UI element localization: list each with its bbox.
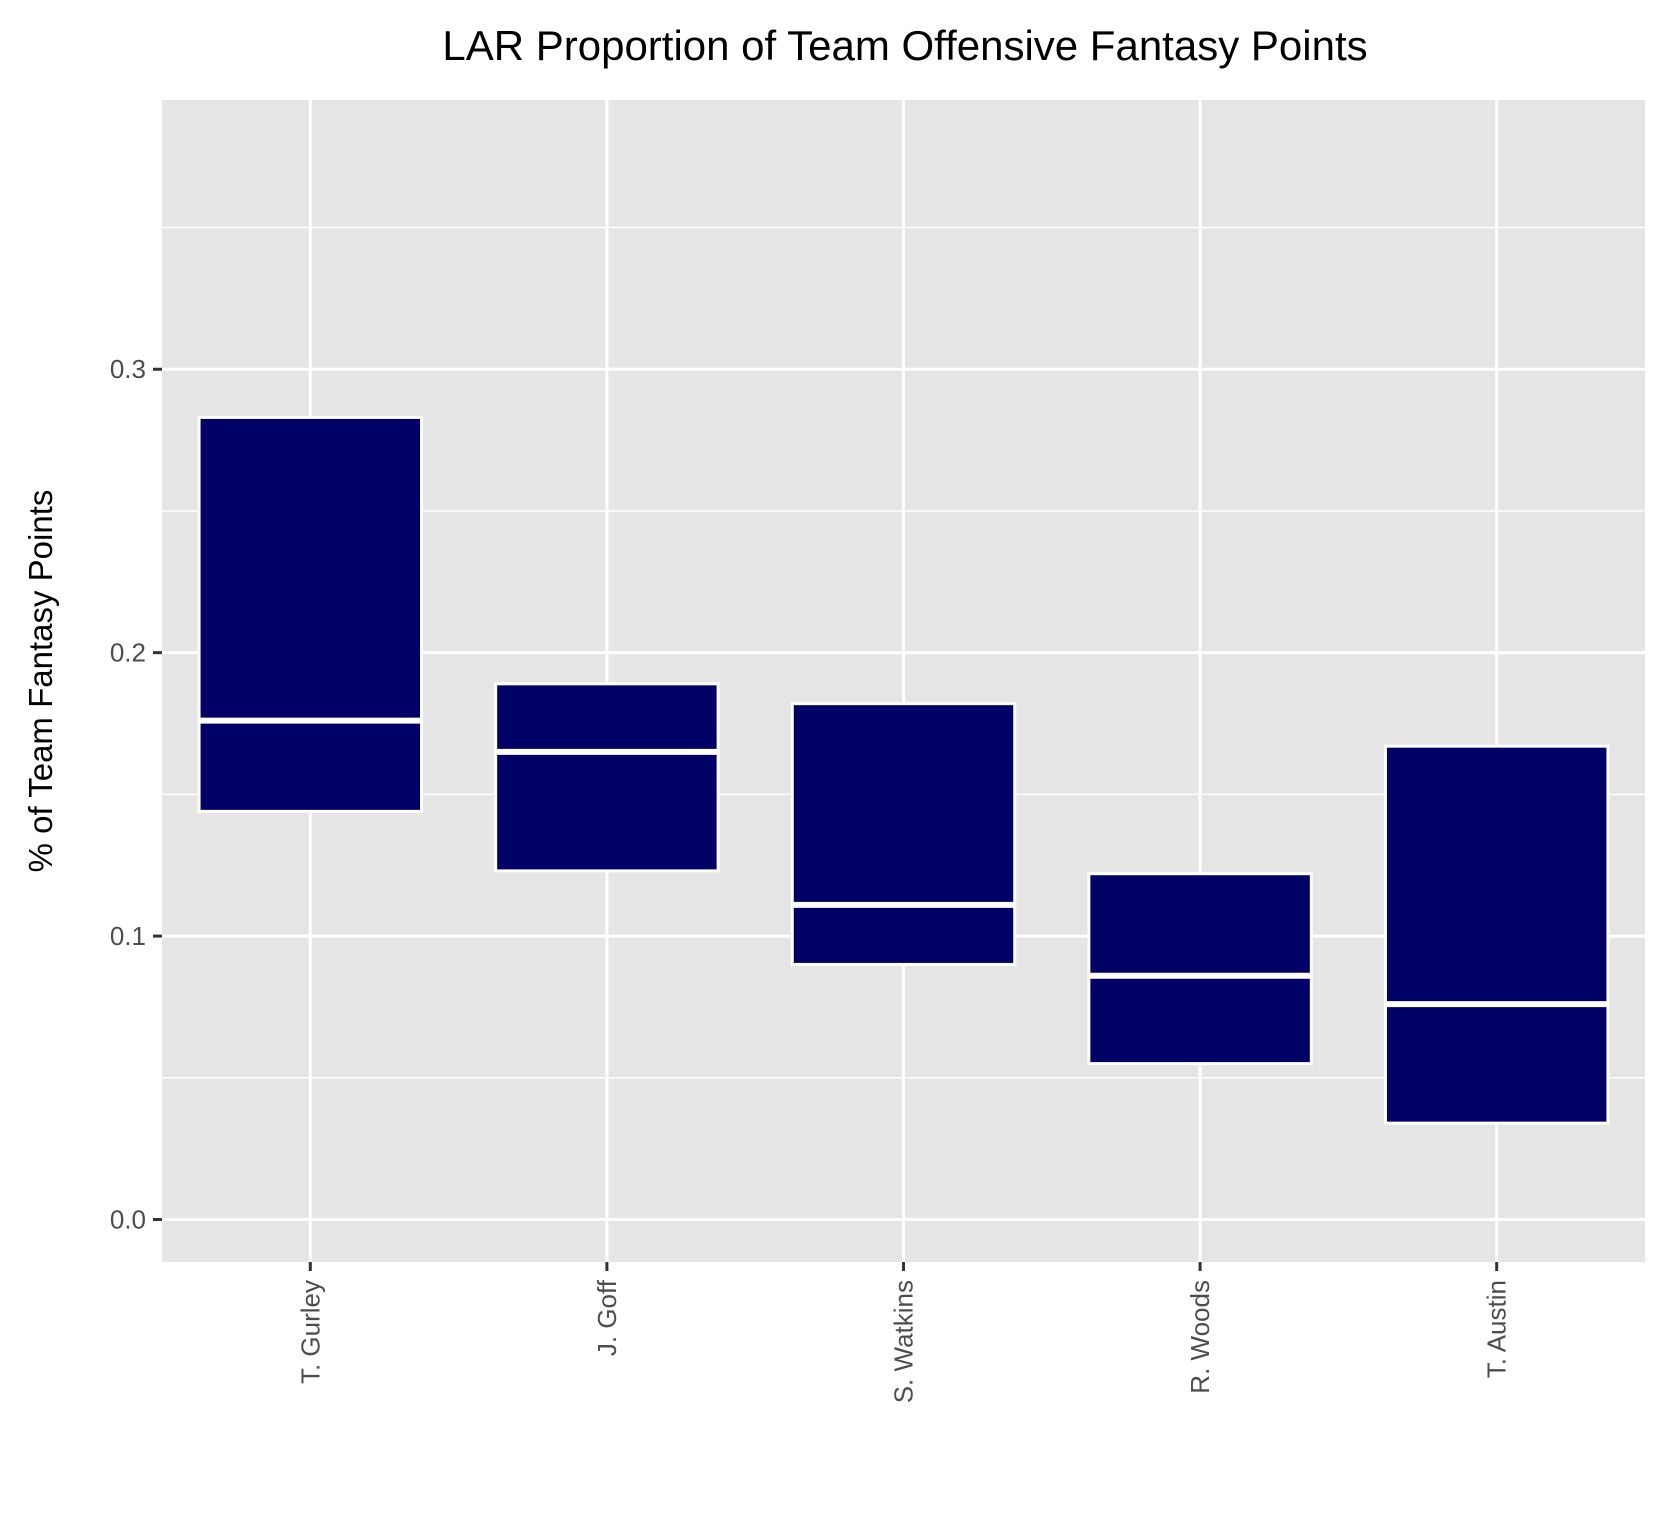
box-s-watkins [790, 702, 1017, 966]
x-axis: T. Gurley J. Goff S. Watkins R. Woods T. Aus… [295, 1262, 1512, 1403]
y-tick-label: 0.1 [110, 921, 146, 951]
box-j-goff [494, 682, 720, 873]
y-tick-label: 0.2 [110, 638, 146, 668]
x-tick-label: T. Gurley [295, 1280, 325, 1384]
y-axis: 0.0 0.1 0.2 0.3 [110, 354, 162, 1234]
y-tick-label: 0.3 [110, 354, 146, 384]
box-r-woods [1087, 872, 1313, 1066]
x-tick-label: J. Goff [592, 1279, 622, 1356]
chart-title: LAR Proportion of Team Offensive Fantasy… [442, 22, 1367, 69]
boxes [197, 415, 1610, 1125]
x-tick-label: T. Austin [1482, 1280, 1512, 1378]
box-t-gurley [197, 415, 424, 813]
box-t-austin [1383, 744, 1610, 1125]
y-tick-label: 0.0 [110, 1204, 146, 1234]
x-tick-label: R. Woods [1185, 1280, 1215, 1394]
x-tick-label: S. Watkins [889, 1280, 919, 1403]
y-axis-title: % of Team Fantasy Points [22, 490, 59, 873]
